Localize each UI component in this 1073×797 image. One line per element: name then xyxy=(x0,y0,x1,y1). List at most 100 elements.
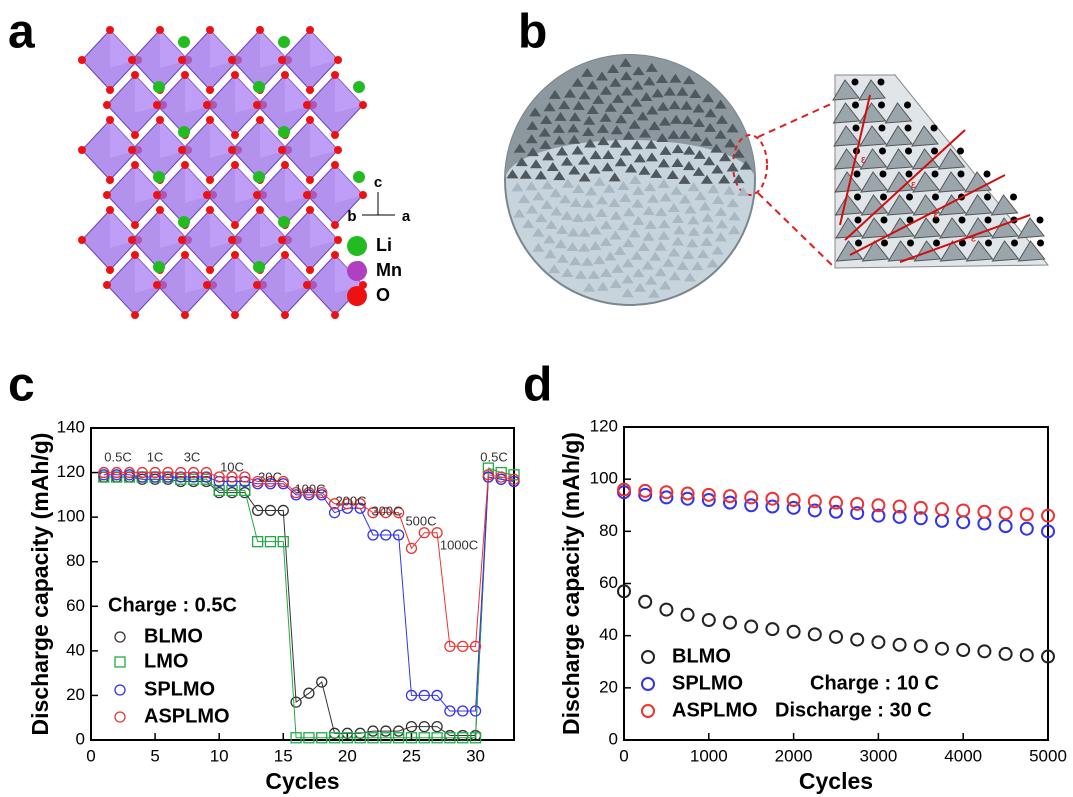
facet xyxy=(585,186,598,196)
facet xyxy=(553,135,566,145)
lithium-atom xyxy=(253,81,265,93)
facet xyxy=(530,159,543,169)
atom xyxy=(880,193,887,201)
facet xyxy=(728,225,741,235)
legend-label: O xyxy=(376,285,390,305)
facet xyxy=(561,268,574,278)
marker xyxy=(495,466,507,479)
facet xyxy=(621,258,634,268)
atom xyxy=(984,216,992,224)
y-tick-label: 40 xyxy=(599,625,618,644)
facet xyxy=(567,227,580,237)
facet xyxy=(662,257,675,267)
marker xyxy=(508,469,520,481)
facet xyxy=(554,239,567,249)
tetrahedron xyxy=(859,125,887,147)
facet xyxy=(726,162,739,172)
facet xyxy=(631,140,644,150)
facet xyxy=(704,122,717,132)
y-tick-label: 120 xyxy=(590,416,618,435)
atom xyxy=(931,170,939,178)
facet xyxy=(628,228,641,238)
facet xyxy=(506,169,519,179)
marker xyxy=(136,466,148,479)
y-tick-label: 40 xyxy=(66,640,85,659)
marker xyxy=(303,486,315,499)
atom xyxy=(904,101,911,109)
tetrahedron xyxy=(991,240,1020,262)
marker xyxy=(187,466,200,479)
tetrahedron xyxy=(964,194,993,216)
facet xyxy=(670,185,683,195)
oxygen-atom xyxy=(106,266,114,274)
atom xyxy=(881,239,888,247)
facet xyxy=(654,267,667,277)
y-tick-label: 60 xyxy=(599,573,618,592)
facet xyxy=(572,184,585,194)
marker xyxy=(251,475,264,488)
oxygen-atom xyxy=(231,221,239,229)
oxygen-atom xyxy=(181,71,189,79)
facet xyxy=(670,114,683,124)
facet xyxy=(645,139,658,149)
facet xyxy=(737,187,750,197)
facet xyxy=(628,119,641,129)
marker xyxy=(251,504,264,517)
legend-label: ASPLMO xyxy=(144,705,230,727)
facet xyxy=(593,255,606,265)
y-tick-label: 120 xyxy=(57,462,85,481)
marker xyxy=(251,536,264,548)
facet xyxy=(578,242,591,252)
x-tick-label: 3000 xyxy=(859,746,897,765)
panel-label: d xyxy=(523,359,552,412)
tetrahedron xyxy=(911,125,939,147)
facet xyxy=(595,71,608,81)
facet xyxy=(545,219,558,229)
facet xyxy=(645,152,658,162)
facet xyxy=(604,251,617,261)
facet xyxy=(546,161,559,171)
oxygen-atom xyxy=(334,146,342,154)
facet xyxy=(656,132,669,142)
facet xyxy=(621,86,634,96)
facet xyxy=(641,260,654,270)
facet xyxy=(526,204,539,214)
facet xyxy=(586,80,599,90)
marker xyxy=(405,720,418,733)
facet xyxy=(560,210,573,220)
facet xyxy=(586,104,599,114)
y-tick-label: 20 xyxy=(66,685,85,704)
oxygen-atom xyxy=(231,251,239,259)
facet xyxy=(657,158,670,168)
tetrahedron xyxy=(833,125,861,147)
facet xyxy=(623,207,636,217)
facet xyxy=(629,175,642,184)
oxygen-atom xyxy=(306,86,314,94)
legend-marker xyxy=(114,711,126,723)
marker xyxy=(405,689,418,702)
marker xyxy=(892,509,907,524)
facet xyxy=(657,230,670,240)
facet xyxy=(559,194,572,204)
oxygen-atom xyxy=(131,161,139,169)
facet xyxy=(683,145,696,155)
oxygen-atom xyxy=(331,131,339,139)
marker xyxy=(239,471,251,483)
marker xyxy=(482,462,495,474)
marker xyxy=(444,705,456,717)
oxygen-atom xyxy=(178,236,186,244)
oxygen-atom xyxy=(206,116,214,124)
facet xyxy=(710,143,723,153)
marker xyxy=(328,732,341,744)
strain-label: ε xyxy=(861,154,866,166)
facet xyxy=(526,147,539,157)
oxygen-atom xyxy=(78,236,86,244)
marker xyxy=(1041,649,1055,664)
legend-marker xyxy=(114,631,126,643)
x-tick-label: 15 xyxy=(274,746,293,765)
facet xyxy=(633,153,646,163)
facet xyxy=(578,227,591,237)
strain-label: ε xyxy=(934,209,939,221)
facet xyxy=(592,94,605,104)
marker xyxy=(290,486,302,499)
